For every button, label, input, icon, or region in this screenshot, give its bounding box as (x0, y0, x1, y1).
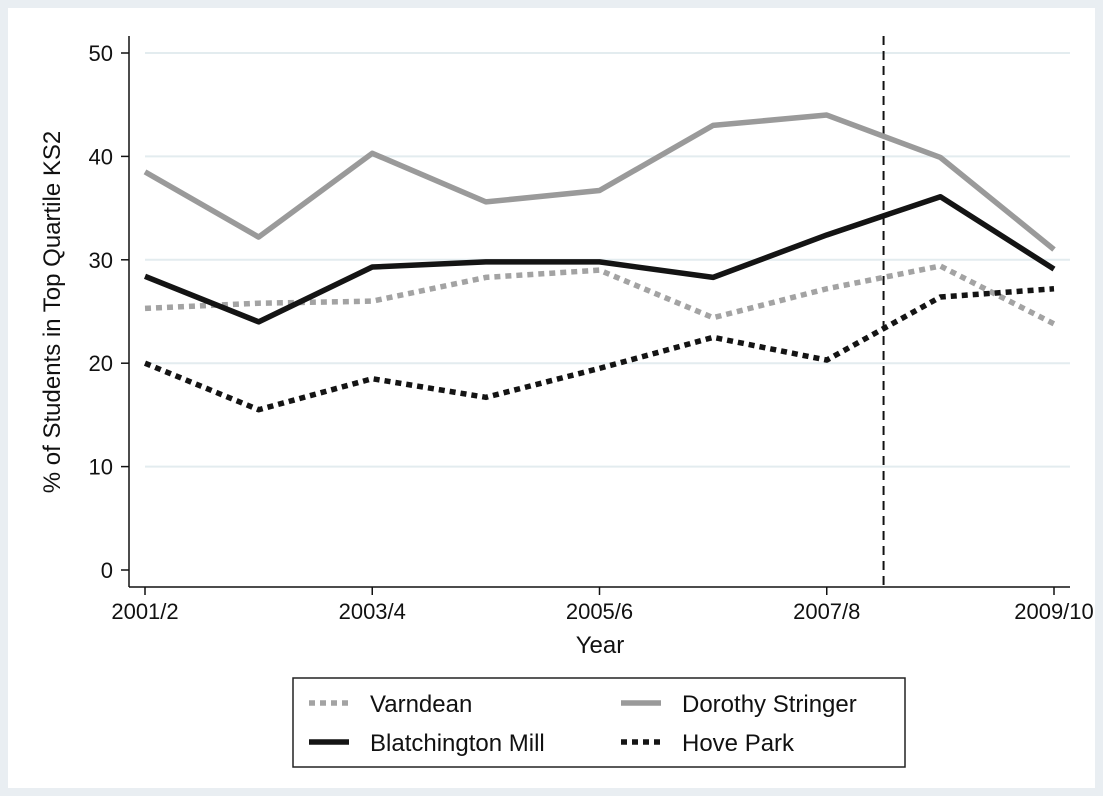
legend-label-blatchington-mill: Blatchington Mill (370, 730, 545, 757)
x-tick-label: 2001/2 (111, 599, 178, 624)
y-axis-title: % of Students in Top Quartile KS2 (39, 131, 66, 493)
y-tick-label: 50 (89, 41, 113, 66)
y-tick-label: 20 (89, 351, 113, 376)
x-tick-label: 2003/4 (339, 599, 406, 624)
x-tick-label: 2007/8 (793, 599, 860, 624)
series-line-varndean (144, 263, 1056, 327)
series-line-blatchington-mill (143, 193, 1056, 325)
legend: Varndean Dorothy Stringer Blatchington Mil… (292, 677, 906, 768)
y-tick-label: 30 (89, 248, 113, 273)
legend-label-dorothy-stringer: Dorothy Stringer (682, 691, 857, 718)
series-lines (143, 112, 1056, 413)
legend-label-hove-park: Hove Park (682, 730, 795, 757)
legend-box (292, 677, 906, 768)
y-tick-label: 40 (89, 144, 113, 169)
x-axis-title: Year (576, 632, 625, 659)
y-tick-label: 10 (89, 455, 113, 480)
chart-background (8, 8, 1095, 788)
series-line-hove-park (143, 286, 1055, 413)
x-tick-label: 2005/6 (566, 599, 633, 624)
axes: 0 10 20 30 40 50 2001/2 2003/4 2005/6 2007/8 2009/… (89, 36, 1094, 624)
y-tick-label: 0 (101, 558, 113, 583)
x-tick-label: 2009/10 (1014, 599, 1094, 624)
grid-lines (145, 52, 1070, 468)
series-line-dorothy-stringer (143, 112, 1056, 252)
legend-label-varndean: Varndean (370, 691, 472, 718)
